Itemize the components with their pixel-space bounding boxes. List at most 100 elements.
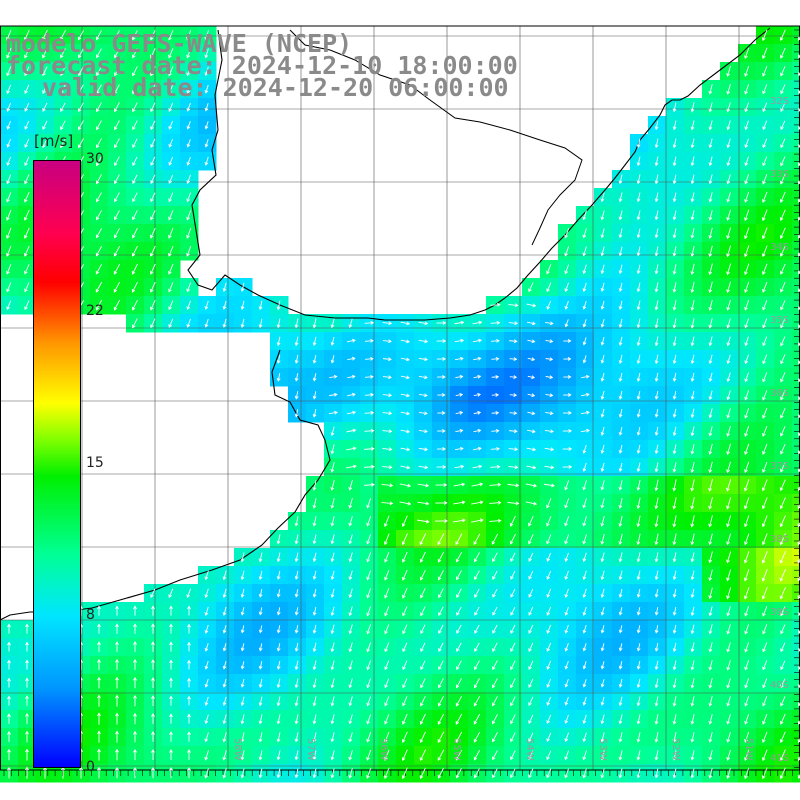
wind-arrow <box>563 339 572 343</box>
wind-arrow <box>672 354 677 365</box>
wind-arrow <box>780 354 786 365</box>
wind-arrow <box>400 339 410 344</box>
wind-arrow <box>473 392 482 397</box>
wind-arrow <box>779 515 786 528</box>
wind-arrow <box>366 498 372 509</box>
wind-arrow <box>365 356 374 361</box>
wind-arrow <box>690 354 695 365</box>
wind-arrow <box>780 606 786 617</box>
wind-arrow <box>618 552 623 563</box>
wind-arrow <box>383 767 390 780</box>
wind-arrow <box>95 138 102 149</box>
wind-arrow <box>276 300 281 311</box>
wind-arrow <box>401 515 408 528</box>
latitude-label: 34S <box>770 242 789 253</box>
wind-arrow <box>77 30 84 41</box>
wind-arrow <box>744 191 750 203</box>
wind-arrow <box>420 678 426 689</box>
wind-arrow <box>528 588 534 598</box>
wind-arrow <box>490 320 501 325</box>
wind-arrow <box>618 192 623 203</box>
wind-arrow <box>418 339 429 344</box>
wind-arrow <box>618 750 623 761</box>
wind-arrow <box>726 227 732 240</box>
wind-arrow <box>186 318 191 328</box>
wind-arrow <box>672 624 677 634</box>
wind-arrow <box>708 354 713 365</box>
wind-arrow <box>708 227 713 239</box>
wind-arrow <box>169 659 173 670</box>
wind-arrow <box>204 103 209 112</box>
wind-arrow <box>204 48 209 59</box>
wind-arrow <box>7 766 11 779</box>
wind-arrow <box>762 624 768 635</box>
wind-arrow <box>455 356 464 361</box>
wind-arrow <box>95 30 102 41</box>
wind-arrow <box>7 641 11 652</box>
wind-arrow <box>222 588 227 599</box>
wind-arrow <box>797 738 800 743</box>
wind-arrow <box>564 750 570 761</box>
wind-arrow <box>114 66 120 77</box>
wind-arrow <box>600 732 605 743</box>
wind-cell <box>792 440 800 459</box>
wind-arrow <box>438 606 444 617</box>
wind-arrow <box>78 66 84 77</box>
wind-arrow <box>437 551 444 563</box>
wind-arrow <box>779 569 786 582</box>
wind-arrow <box>384 606 390 617</box>
wind-arrow <box>780 318 786 329</box>
wind-arrow <box>726 479 732 492</box>
wind-arrow <box>23 29 30 41</box>
wind-arrow <box>762 84 768 95</box>
wind-arrow <box>366 714 372 725</box>
wind-cell <box>792 764 800 783</box>
wind-arrow <box>779 245 786 257</box>
wind-arrow <box>762 678 768 689</box>
wind-arrow <box>672 120 677 131</box>
wind-arrow <box>437 429 446 433</box>
wind-arrow <box>400 375 410 380</box>
wind-arrow <box>437 533 445 546</box>
wind-arrow <box>240 750 245 761</box>
wind-arrow <box>186 174 191 184</box>
wind-arrow <box>401 551 408 563</box>
wind-arrow <box>654 156 659 167</box>
wind-arrow <box>113 84 120 95</box>
wind-arrow <box>546 678 552 688</box>
wind-arrow <box>187 677 191 688</box>
wind-arrow <box>618 300 623 310</box>
wind-arrow <box>761 551 768 564</box>
wind-arrow <box>546 696 552 706</box>
wind-arrow <box>492 552 498 563</box>
wind-arrow <box>564 606 569 616</box>
wind-arrow <box>97 641 101 652</box>
wind-arrow <box>636 354 641 365</box>
wind-arrow <box>330 534 335 545</box>
wind-arrow <box>508 447 519 452</box>
wind-arrow <box>222 678 227 688</box>
wind-arrow <box>600 696 605 706</box>
wind-arrow <box>528 552 534 562</box>
wind-arrow <box>779 550 787 564</box>
wind-arrow <box>312 318 317 329</box>
wind-arrow <box>222 661 227 670</box>
wind-arrow <box>600 336 605 346</box>
wind-arrow <box>365 374 374 379</box>
wind-arrow <box>168 210 174 221</box>
wind-arrow <box>330 516 335 527</box>
wind-arrow <box>726 678 731 689</box>
wind-arrow <box>294 516 299 527</box>
wind-arrow <box>528 660 534 671</box>
wind-arrow <box>419 749 426 762</box>
wind-arrow <box>400 429 411 434</box>
wind-arrow <box>672 515 677 528</box>
wind-arrow <box>564 642 569 652</box>
wind-arrow <box>151 713 155 724</box>
wind-arrow <box>636 336 641 347</box>
wind-arrow <box>744 731 750 743</box>
wind-arrow <box>762 138 768 149</box>
wind-arrow <box>258 570 263 581</box>
wind-arrow <box>168 84 174 95</box>
wind-arrow <box>654 282 659 293</box>
